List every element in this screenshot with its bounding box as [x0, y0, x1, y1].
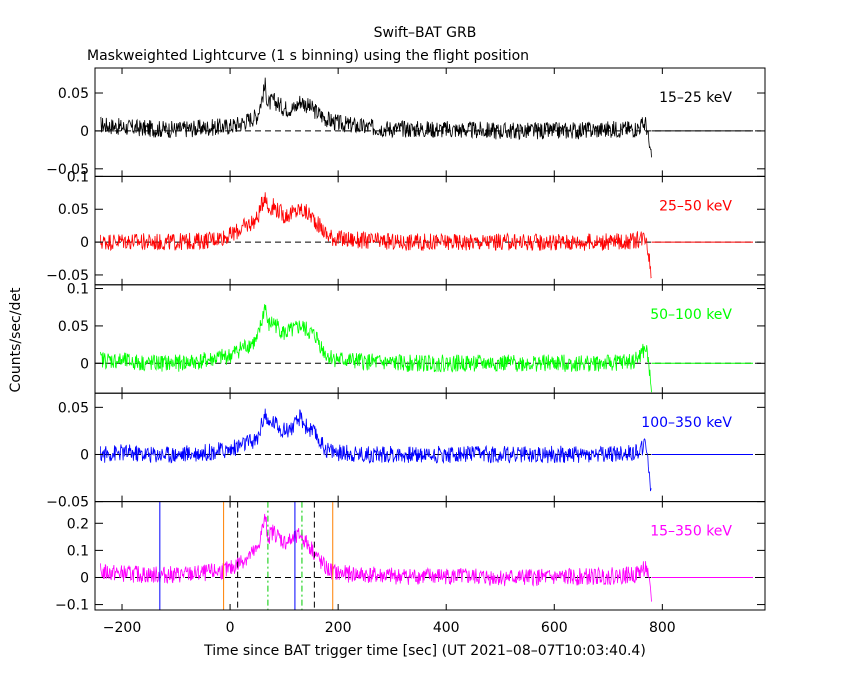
- band-label: 50–100 keV: [650, 307, 732, 323]
- y-tick-label: −0.05: [46, 268, 89, 284]
- chart-title: Swift–BAT GRB: [374, 25, 477, 41]
- y-tick-label: 0: [80, 235, 89, 251]
- panel-frame: [94, 284, 766, 394]
- panel-4: −0.1 0 0.1 0.2 15–350 keV: [55, 501, 766, 614]
- y-tick-label: 0.05: [58, 86, 89, 102]
- y-tick-label: −0.1: [55, 598, 89, 614]
- y-tick-label: 0: [80, 570, 89, 586]
- panel-2: 0 0.05 0.1 50–100 keV: [58, 282, 766, 394]
- y-tick-label: 0: [80, 447, 89, 463]
- x-axis-label: Time since BAT trigger time [sec] (UT 20…: [203, 643, 646, 659]
- x-tick-label: 0: [226, 620, 235, 636]
- y-tick-label: 0.1: [67, 543, 89, 559]
- series-line: [100, 408, 652, 492]
- panel-1: −0.05 0 0.05 0.1 25–50 keV: [46, 169, 766, 286]
- x-tick-label: 800: [649, 620, 676, 636]
- band-label: 15–350 keV: [650, 524, 732, 540]
- x-tick-label: 200: [325, 620, 352, 636]
- y-axis-label: Counts/sec/det: [8, 287, 24, 392]
- panel-frame: [94, 175, 766, 286]
- series-line: [100, 192, 652, 279]
- panel-frame: [94, 67, 766, 177]
- band-label: 15–25 keV: [659, 90, 732, 106]
- y-tick-label: 0.05: [58, 319, 89, 335]
- y-tick-label: −0.05: [46, 162, 89, 178]
- y-tick-label: 0: [80, 124, 89, 140]
- panel-3: −0.05 0 0.05 100–350 keV: [46, 392, 766, 511]
- y-tick-label: 0.05: [58, 400, 89, 416]
- x-tick-label: 400: [433, 620, 460, 636]
- panel-frame: [94, 501, 766, 611]
- y-tick-label: −0.05: [46, 495, 89, 511]
- panel-frame: [94, 392, 766, 503]
- series-line: [100, 513, 652, 602]
- series-line: [100, 77, 652, 158]
- chart-subtitle: Maskweighted Lightcurve (1 s binning) us…: [87, 48, 529, 64]
- panel-0: −0.05 0 0.05 15–25 keV: [46, 67, 766, 178]
- x-tick-label: −200: [103, 620, 141, 636]
- panels-group: −0.05 0 0.05 15–25 keV −0.05 0 0.05 0.1 25–50 ke…: [46, 67, 766, 636]
- band-label: 100–350 keV: [641, 415, 732, 431]
- y-tick-label: 0.2: [67, 516, 89, 532]
- y-tick-label: 0.05: [58, 202, 89, 218]
- y-tick-label: 0: [80, 356, 89, 372]
- y-tick-label: 0.1: [67, 282, 89, 298]
- x-tick-label: 600: [541, 620, 568, 636]
- y-tick-label: 0.1: [67, 169, 89, 185]
- series-line: [100, 304, 652, 393]
- band-label: 25–50 keV: [659, 198, 732, 214]
